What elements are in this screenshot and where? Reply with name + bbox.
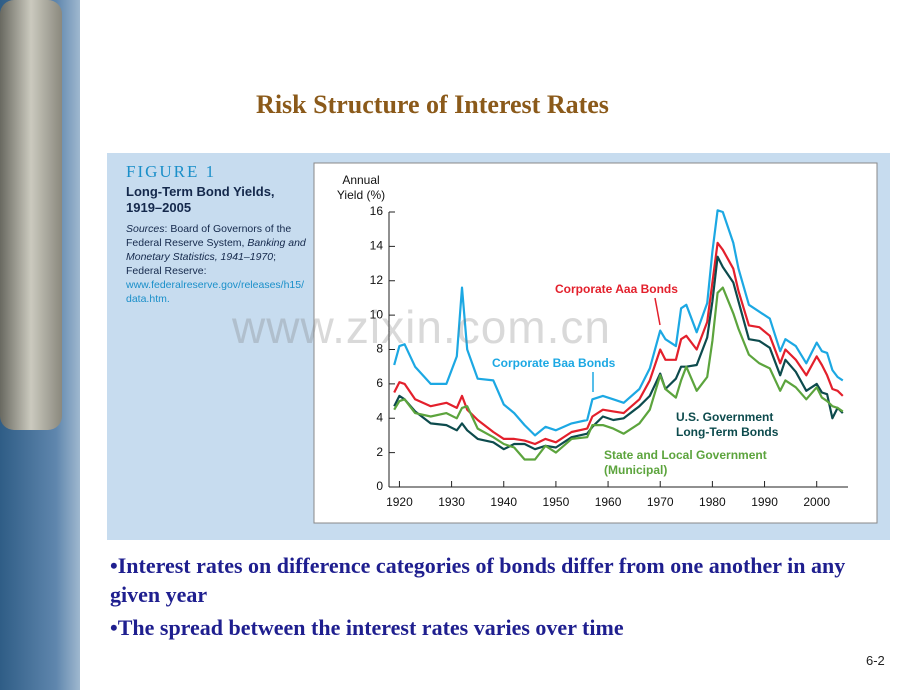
y-tick-label: 0	[376, 479, 383, 493]
y-tick-label: 2	[376, 445, 383, 459]
source-text: : Board of Governors of the Federal Rese…	[126, 223, 292, 249]
label-arrow	[654, 297, 661, 326]
watermark: www.zixin.com.cn	[232, 301, 611, 353]
source-url: www.federalreserve.gov/releases/h15/data…	[126, 279, 305, 305]
x-tick-label: 1960	[595, 495, 622, 509]
y-tick-label: 4	[376, 410, 383, 424]
y-tick-label: 8	[376, 342, 383, 356]
y-tick-label: 16	[370, 204, 384, 218]
x-tick-label: 1930	[438, 495, 465, 509]
bullet: •The spread between the interest rates v…	[110, 615, 624, 640]
figure-title: Long-Term Bond Yields, 1919–2005	[126, 184, 275, 215]
series-line	[393, 209, 844, 437]
source-text: ; Federal Reserve:	[126, 251, 277, 277]
source-label: Sources	[126, 223, 165, 235]
slide-title: Risk Structure of Interest Rates	[256, 90, 609, 119]
x-tick-label: 1940	[490, 495, 517, 509]
x-tick-label: 1950	[543, 495, 570, 509]
y-tick-label: 12	[370, 273, 384, 287]
y-axis-label: Annual Yield (%)	[336, 173, 386, 202]
series-label: State and Local Government (Municipal)	[604, 448, 767, 477]
side-stripe	[0, 0, 80, 690]
x-tick-label: 2000	[803, 495, 830, 509]
bullet: •Interest rates on difference categories…	[110, 553, 846, 607]
x-tick-label: 1990	[751, 495, 778, 509]
figure-sources: Sources: Board of Governors of the Feder…	[126, 222, 306, 306]
series-line	[393, 255, 844, 451]
x-tick-label: 1970	[647, 495, 674, 509]
y-tick-label: 14	[370, 239, 384, 253]
x-tick-label: 1980	[699, 495, 726, 509]
source-text: Banking and Monetary Statistics, 1941–19…	[126, 237, 306, 263]
figure-number: FIGURE 1	[126, 162, 217, 181]
page-number: 6-2	[866, 653, 885, 668]
series-line	[393, 286, 844, 461]
figure-caption: FIGURE 1 Long-Term Bond Yields, 1919–200…	[126, 162, 306, 306]
series-label: Corporate Baa Bonds	[492, 356, 616, 370]
y-tick-label: 6	[376, 376, 383, 390]
y-tick-label: 10	[370, 307, 384, 321]
x-tick-label: 1920	[386, 495, 413, 509]
series-label: Corporate Aaa Bonds	[555, 282, 678, 296]
series-label: U.S. Government Long-Term Bonds	[676, 410, 779, 439]
